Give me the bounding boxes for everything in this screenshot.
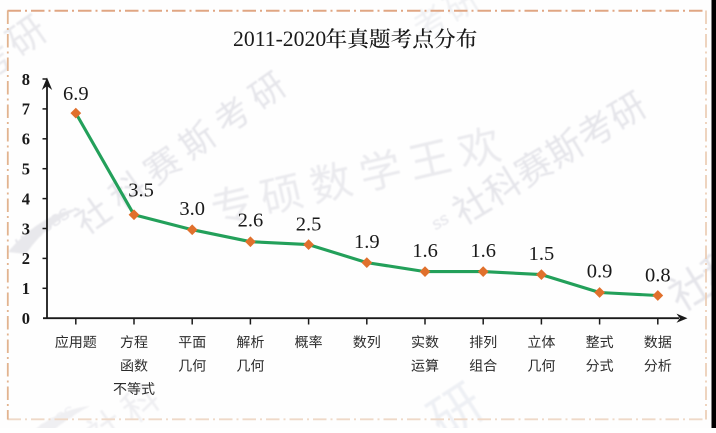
svg-text:0.9: 0.9 (587, 260, 613, 282)
svg-text:1.6: 1.6 (470, 240, 496, 262)
svg-text:3.0: 3.0 (179, 198, 205, 220)
svg-text:1.6: 1.6 (412, 240, 438, 262)
svg-text:1.9: 1.9 (354, 231, 380, 253)
svg-text:8: 8 (22, 70, 30, 89)
svg-text:3.5: 3.5 (128, 180, 154, 202)
svg-text:0: 0 (22, 309, 30, 328)
svg-text:2011-2020: 2011-2020 (233, 27, 326, 51)
svg-text:1.5: 1.5 (529, 243, 555, 265)
svg-text:2.5: 2.5 (296, 214, 322, 236)
svg-text:6: 6 (22, 130, 30, 149)
svg-text:3: 3 (22, 219, 30, 238)
svg-text:0.8: 0.8 (645, 265, 671, 287)
svg-text:4: 4 (22, 189, 30, 208)
svg-text:5: 5 (22, 160, 30, 179)
svg-text:2: 2 (22, 249, 30, 268)
svg-text:6.9: 6.9 (63, 83, 89, 105)
svg-text:7: 7 (22, 100, 30, 119)
svg-text:2.6: 2.6 (238, 210, 264, 232)
svg-text:1: 1 (22, 279, 30, 298)
